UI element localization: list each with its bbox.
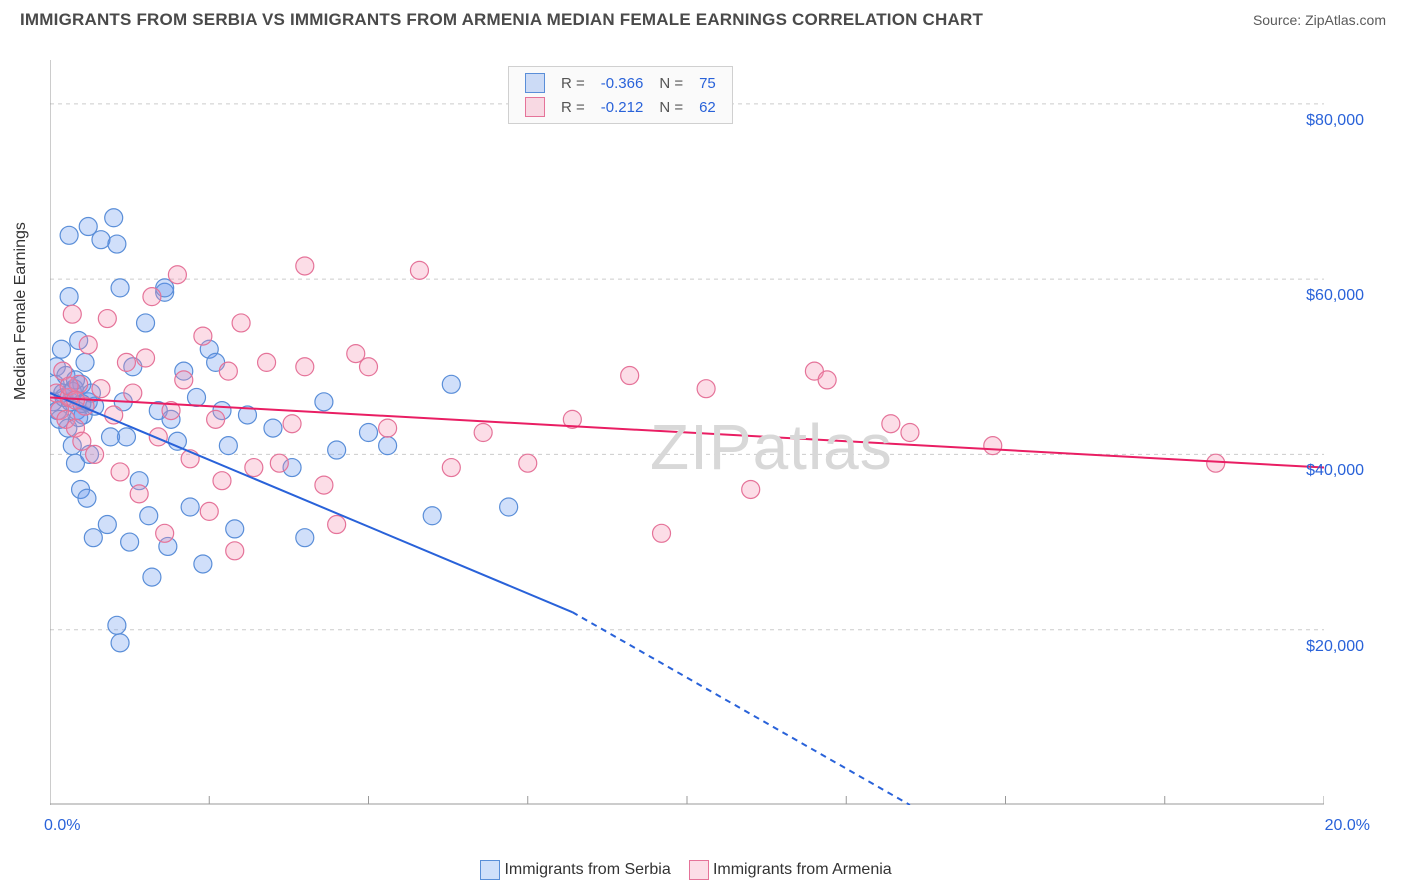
x-axis-max-label: 20.0% (1325, 817, 1370, 835)
source-label: Source: ZipAtlas.com (1253, 12, 1386, 28)
y-tick-label: $40,000 (1306, 462, 1364, 480)
title-bar: IMMIGRANTS FROM SERBIA VS IMMIGRANTS FRO… (0, 0, 1406, 38)
legend-series-label: Immigrants from Armenia (713, 861, 892, 878)
chart-svg (50, 60, 1324, 805)
chart-area: ZIPatlas R =-0.366 N =75 R =-0.212 N =62… (50, 60, 1370, 830)
legend-series: Immigrants from Serbia Immigrants from A… (480, 860, 909, 880)
y-tick-label: $80,000 (1306, 112, 1364, 130)
chart-title: IMMIGRANTS FROM SERBIA VS IMMIGRANTS FRO… (20, 10, 983, 30)
y-tick-label: $20,000 (1306, 638, 1364, 656)
legend-correlation-box: R =-0.366 N =75 R =-0.212 N =62 (508, 66, 733, 124)
legend-series-label: Immigrants from Serbia (504, 861, 670, 878)
x-axis-min-label: 0.0% (44, 817, 80, 835)
y-tick-label: $60,000 (1306, 287, 1364, 305)
y-axis-label: Median Female Earnings (12, 222, 30, 400)
